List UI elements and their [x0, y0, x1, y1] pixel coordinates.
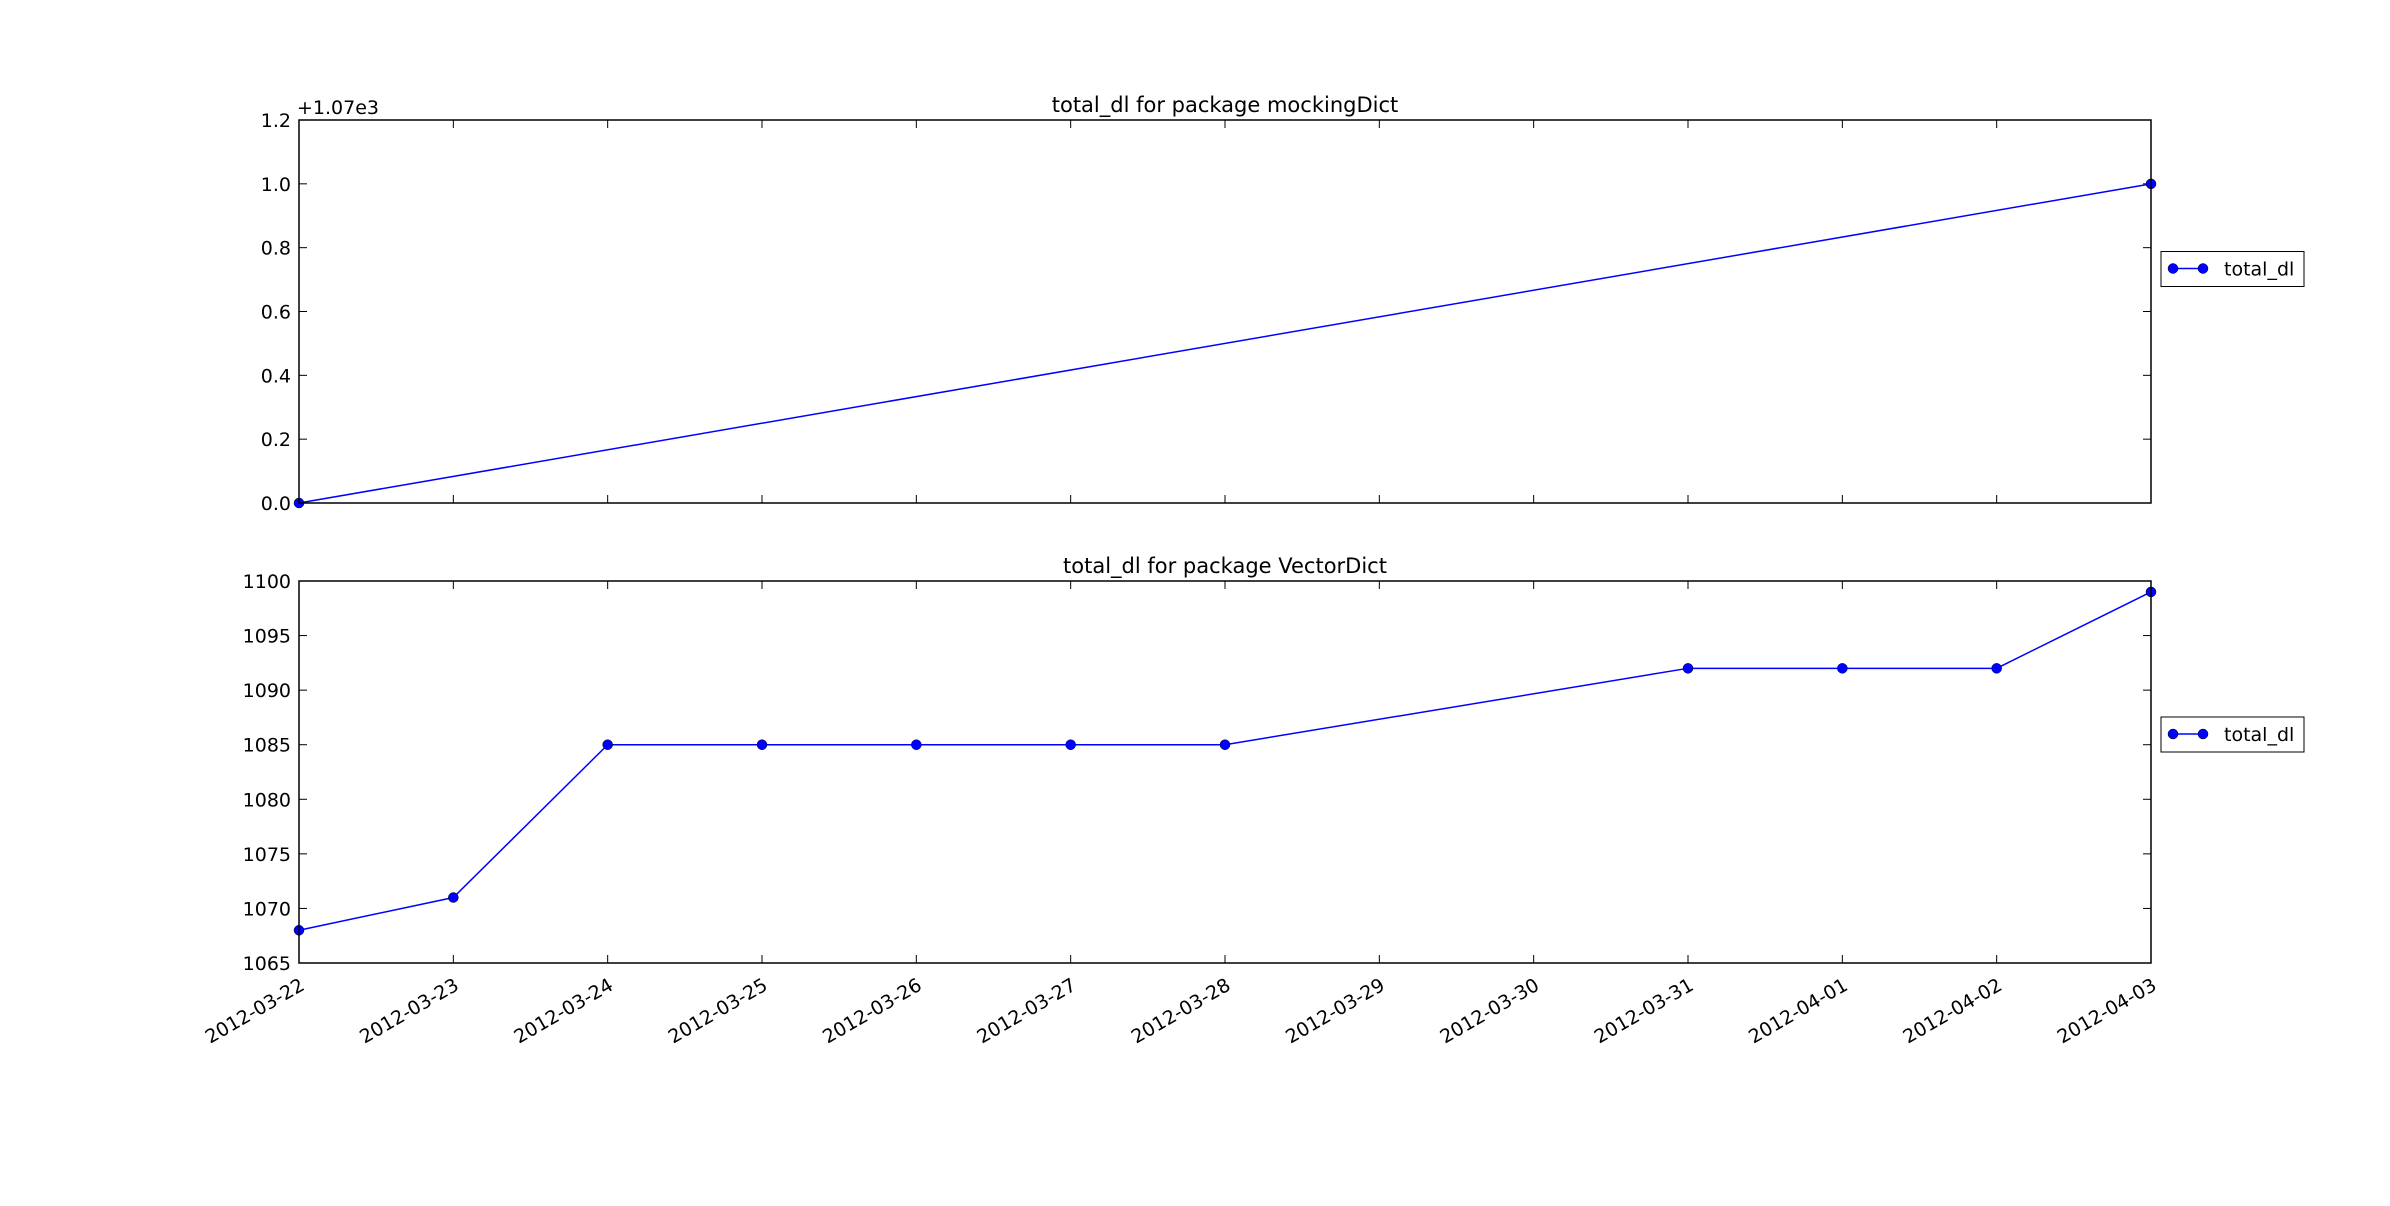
x-tick-label: 2012-03-27: [973, 974, 1080, 1048]
data-point: [1991, 663, 2002, 674]
x-tick-label: 2012-03-30: [1436, 974, 1543, 1048]
legend-marker: [2197, 728, 2209, 740]
axis-offset-label: +1.07e3: [297, 97, 379, 119]
x-tick-label: 2012-03-31: [1591, 974, 1698, 1048]
legend-marker: [2167, 728, 2179, 740]
chart-title: total_dl for package VectorDict: [1063, 554, 1387, 579]
legend-label: total_dl: [2224, 724, 2294, 746]
data-point: [1682, 663, 1694, 674]
axes-frame: [298, 580, 2152, 964]
y-tick-label: 1065: [243, 953, 291, 975]
legend-marker: [2167, 263, 2179, 274]
y-tick-label: 1.2: [261, 110, 291, 132]
data-point: [602, 739, 613, 750]
y-tick-label: 1085: [243, 735, 291, 757]
data-point: [911, 739, 922, 750]
y-tick-label: 0.0: [261, 493, 291, 515]
x-tick-label: 2012-04-01: [1745, 974, 1852, 1048]
y-tick-label: 0.4: [261, 365, 291, 387]
y-tick-label: 1100: [243, 571, 291, 593]
x-tick-label: 2012-03-25: [665, 974, 772, 1048]
plot-area: [299, 120, 2151, 503]
y-tick-label: 0.2: [261, 429, 291, 451]
x-tick-label: 2012-03-24: [510, 974, 617, 1048]
y-tick-label: 1.0: [261, 174, 291, 196]
y-tick-label: 0.6: [261, 302, 291, 324]
data-line: [298, 183, 2152, 504]
axes-frame: [298, 119, 2152, 504]
y-tick-label: 1075: [243, 844, 291, 866]
y-tick-label: 1090: [243, 680, 291, 702]
chart-title: total_dl for package mockingDict: [1052, 93, 1399, 118]
x-tick-label: 2012-03-22: [202, 974, 309, 1048]
y-tick-label: 1095: [243, 626, 291, 648]
data-point: [1065, 739, 1076, 750]
x-tick-label: 2012-03-29: [1282, 974, 1389, 1048]
x-tick-label: 2012-03-28: [1128, 974, 1235, 1048]
legend-label: total_dl: [2224, 259, 2294, 281]
x-tick-label: 2012-03-26: [819, 974, 926, 1048]
data-point: [1219, 739, 1231, 750]
y-tick-label: 1080: [243, 789, 291, 811]
plot-area: [299, 581, 2151, 963]
data-point: [1837, 663, 1848, 674]
legend-marker: [2197, 263, 2209, 274]
data-point: [756, 739, 768, 750]
x-tick-label: 2012-04-03: [2054, 974, 2161, 1048]
y-tick-label: 1070: [243, 898, 291, 920]
x-tick-label: 2012-04-02: [1899, 974, 2006, 1048]
data-point: [448, 892, 459, 903]
y-tick-label: 0.8: [261, 238, 291, 260]
x-tick-label: 2012-03-23: [356, 974, 463, 1048]
